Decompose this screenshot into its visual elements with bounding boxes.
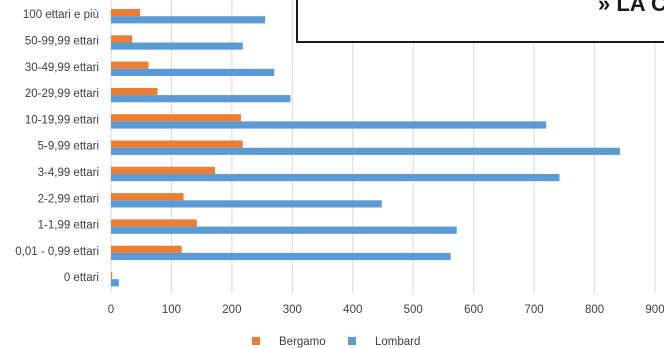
bar-bergamo <box>111 272 113 280</box>
x-tick-label: 100 <box>162 304 181 316</box>
bar-lombard <box>111 174 560 182</box>
x-tick-labels: 0 100 200 300 400 500 600 700 800 900 <box>108 304 664 316</box>
bar-bergamo <box>111 245 182 253</box>
category-label: 50-99,99 ettari <box>25 36 99 48</box>
legend: Bergamo Lombard <box>252 336 420 348</box>
title-box-frame <box>296 0 664 43</box>
x-tick-label: 600 <box>464 304 483 316</box>
legend-swatch <box>348 337 356 345</box>
x-tick-label: 800 <box>585 304 604 316</box>
category-label: 100 ettari e più <box>23 9 99 21</box>
bar-bergamo <box>111 87 158 96</box>
bar-lombard <box>111 16 266 24</box>
bar-bergamo <box>111 219 197 227</box>
bar-lombard <box>111 252 451 261</box>
bars <box>111 9 620 287</box>
bar-bergamo <box>111 193 184 201</box>
category-label: 30-49,99 ettari <box>25 62 99 74</box>
category-label: 1-1,99 ettari <box>38 220 99 232</box>
bar-bergamo <box>111 61 149 69</box>
category-label: 10-19,99 ettari <box>25 114 99 126</box>
bar-lombard <box>111 95 291 103</box>
bar-lombard <box>111 226 457 234</box>
x-tick-label: 500 <box>404 304 423 316</box>
x-tick-label: 300 <box>283 304 302 316</box>
legend-label: Lombard <box>375 336 420 348</box>
x-tick-label: 400 <box>343 304 362 316</box>
x-tick-label: 0 <box>108 304 114 316</box>
category-label: 0,01 - 0,99 ettari <box>15 246 99 258</box>
title-box: » LA C <box>296 0 664 43</box>
chart-title: » LA C <box>598 0 664 16</box>
category-label: 0 ettari <box>64 272 99 284</box>
category-label: 20-29,99 ettari <box>25 88 99 100</box>
bar-lombard <box>111 147 620 155</box>
category-label: 2-2,99 ettari <box>38 193 99 205</box>
bar-lombard <box>111 279 119 287</box>
category-label: 5-9,99 ettari <box>38 141 99 153</box>
bar-bergamo <box>111 166 215 174</box>
x-tick-label: 200 <box>222 304 241 316</box>
bar-lombard <box>111 42 243 50</box>
legend-swatch <box>252 337 260 345</box>
bar-bergamo <box>111 114 241 122</box>
bar-bergamo <box>111 140 243 148</box>
bar-lombard <box>111 121 547 129</box>
category-labels: 100 ettari e più 50-99,99 ettari 30-49,99 … <box>15 9 99 284</box>
legend-label: Bergamo <box>279 336 326 348</box>
x-tick-label: 700 <box>525 304 544 316</box>
bar-lombard <box>111 200 382 208</box>
bar-bergamo <box>111 9 141 17</box>
x-tick-label: 900 <box>645 304 664 316</box>
bar-bergamo <box>111 35 133 43</box>
bar-lombard <box>111 68 275 76</box>
category-label: 3-4,99 ettari <box>38 167 99 179</box>
